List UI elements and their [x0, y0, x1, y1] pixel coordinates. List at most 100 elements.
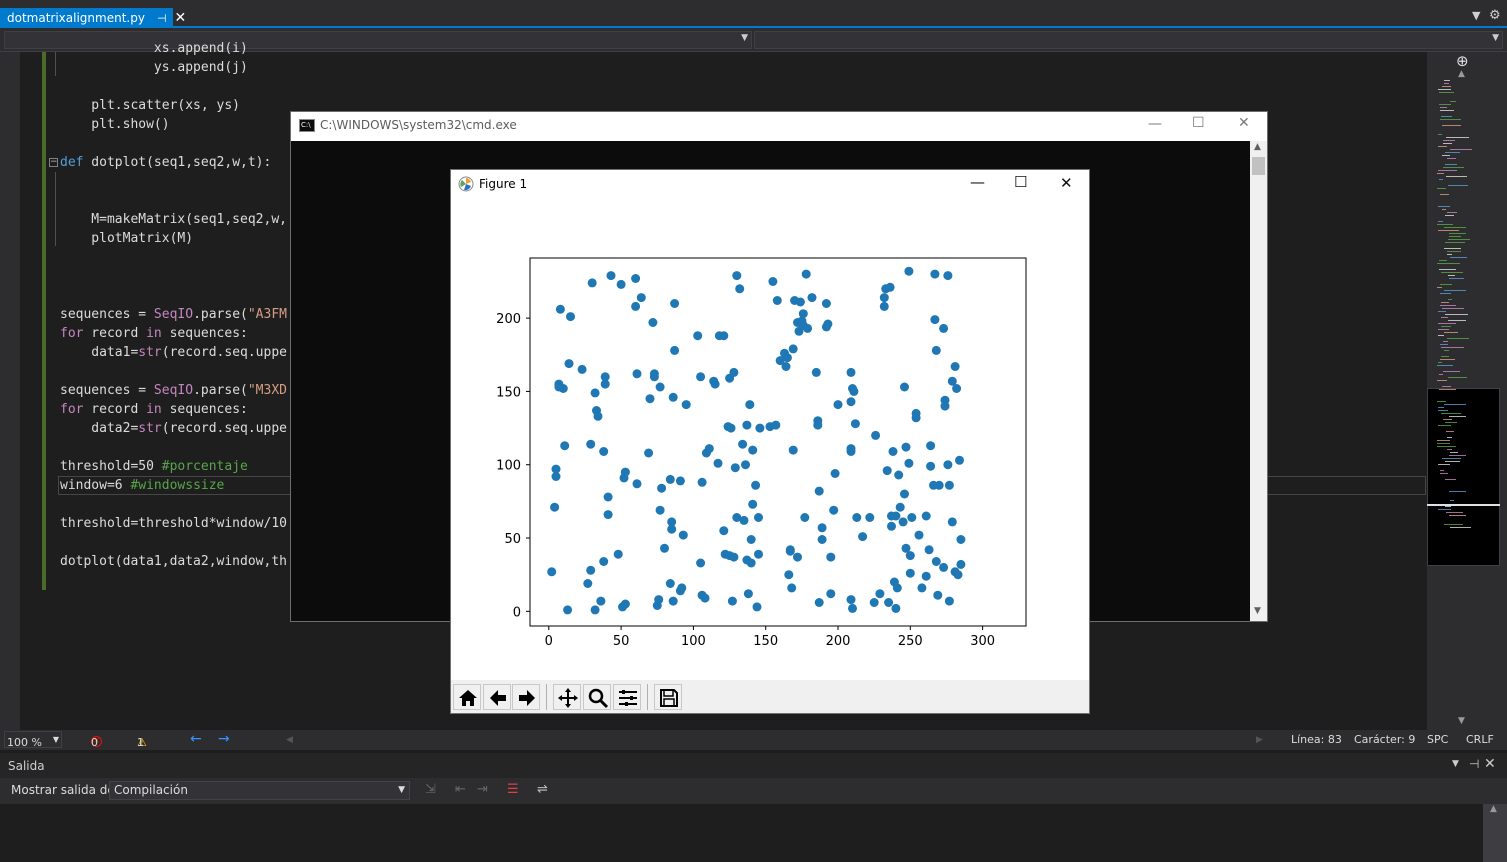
pin-icon[interactable]: ⊣ — [156, 11, 167, 25]
word-wrap-icon[interactable]: ⇌ — [537, 782, 548, 797]
minimize-icon[interactable]: — — [1148, 116, 1162, 132]
maximize-icon[interactable]: ☐ — [1014, 173, 1028, 191]
configure-subplots-button[interactable] — [613, 684, 641, 710]
clear-all-icon[interactable]: ☰ — [507, 782, 519, 797]
pan-button[interactable] — [553, 684, 581, 710]
code-line: window=6 #windowssize — [60, 478, 225, 493]
data-point — [645, 394, 655, 404]
char-indicator[interactable]: Carácter: 9 — [1354, 733, 1416, 746]
split-handle-icon[interactable]: ⊕ — [1456, 52, 1469, 70]
collapse-icon[interactable]: − — [49, 157, 58, 167]
close-icon[interactable]: ✕ — [1484, 756, 1496, 772]
tab-dotmatrixalignment[interactable]: dotmatrixalignment.py ⊣ ✕ — [0, 8, 186, 28]
data-point — [675, 476, 685, 486]
minimize-icon[interactable]: — — [970, 173, 985, 191]
data-point — [944, 480, 954, 490]
x-tick-label: 0 — [545, 634, 553, 649]
data-point — [950, 362, 960, 371]
minimap-line — [1447, 158, 1456, 159]
minimap-line — [1439, 389, 1456, 390]
close-icon[interactable]: ✕ — [1238, 115, 1250, 131]
home-button[interactable] — [453, 684, 481, 710]
tab-list-dropdown-icon[interactable]: ▼ — [1472, 9, 1481, 22]
hscroll-right-icon[interactable]: ▶ — [1256, 735, 1263, 745]
whitespace-indicator[interactable]: SPC — [1427, 733, 1449, 746]
code-line: sequences = SeqIO.parse("M3XD — [60, 383, 287, 398]
close-icon[interactable]: ✕ — [174, 10, 187, 26]
cmd-scroll-thumb[interactable] — [1252, 157, 1265, 175]
document-tab-strip: dotmatrixalignment.py ⊣ ✕ ▼ ⚙ — [0, 0, 1507, 28]
close-icon[interactable]: ✕ — [1060, 174, 1073, 192]
data-point — [781, 362, 791, 371]
scroll-down-icon[interactable]: ▼ — [1254, 606, 1261, 616]
data-point — [577, 364, 587, 374]
data-point — [907, 513, 917, 522]
data-point — [727, 596, 737, 606]
scope-dropdown[interactable]: ▼ — [4, 31, 752, 49]
minimap-line — [1439, 92, 1454, 93]
data-point — [739, 515, 749, 525]
minimap-line — [1443, 371, 1460, 372]
output-text-area[interactable] — [0, 804, 1507, 862]
data-point — [748, 499, 758, 509]
data-point — [738, 439, 748, 449]
minimap-line — [1441, 326, 1451, 327]
minimap-line — [1438, 206, 1450, 207]
member-dropdown[interactable]: ▼ — [754, 31, 1503, 49]
panel-menu-icon[interactable]: ▼ — [1452, 759, 1459, 769]
data-point — [748, 445, 758, 455]
data-point — [846, 367, 856, 377]
data-point — [667, 517, 677, 527]
back-button[interactable] — [483, 684, 511, 710]
line-indicator[interactable]: Línea: 83 — [1291, 733, 1342, 746]
maximize-icon[interactable]: ☐ — [1192, 115, 1205, 131]
data-point — [754, 513, 763, 522]
zoom-dropdown[interactable]: 100 % ▼ — [4, 731, 62, 749]
previous-message-icon[interactable]: ⇤ — [455, 782, 466, 797]
minimap-line — [1445, 152, 1460, 153]
minimap-viewport[interactable] — [1427, 388, 1500, 566]
data-point — [879, 301, 889, 311]
chevron-down-icon: ▼ — [52, 735, 59, 744]
minimap[interactable] — [1437, 80, 1501, 720]
editor-left-margin — [0, 52, 20, 730]
minimap-line — [1444, 290, 1466, 291]
minimap-line — [1449, 416, 1466, 417]
data-point — [798, 309, 808, 319]
pin-icon[interactable]: ⊣ — [1469, 757, 1480, 771]
code-line: xs.append(i) — [60, 41, 248, 56]
minimap-line — [1449, 491, 1466, 492]
y-tick-label: 200 — [496, 312, 521, 327]
output-source-select[interactable]: Compilación ▼ — [109, 781, 410, 800]
code-line: threshold=threshold*window/10 — [60, 516, 287, 531]
data-point — [704, 444, 714, 454]
cmd-scrollbar[interactable]: ▲ ▼ — [1250, 141, 1267, 621]
error-icon: ✕ — [91, 736, 102, 747]
minimap-line — [1442, 86, 1451, 87]
data-point — [875, 589, 885, 599]
go-to-location-icon[interactable]: ⇲ — [425, 782, 436, 797]
navigate-forward-icon[interactable]: → — [218, 731, 230, 747]
data-point — [807, 293, 817, 303]
save-button[interactable] — [654, 684, 682, 710]
data-point — [891, 511, 901, 521]
cmd-title-bar[interactable] — [291, 112, 1267, 141]
scroll-up-icon[interactable]: ▲ — [1254, 142, 1261, 152]
data-point — [755, 423, 765, 433]
scroll-up-icon[interactable]: ▲ — [1490, 804, 1497, 814]
data-point — [620, 467, 630, 477]
navigate-backward-icon[interactable]: ← — [190, 731, 202, 747]
minimap-line — [1437, 287, 1442, 288]
scroll-up-icon[interactable]: ▲ — [1458, 69, 1465, 79]
next-message-icon[interactable]: ⇥ — [477, 782, 488, 797]
data-point — [849, 386, 859, 396]
hscroll-left-icon[interactable]: ◀ — [286, 735, 293, 745]
output-scrollbar[interactable]: ▲ — [1483, 804, 1507, 862]
gear-icon[interactable]: ⚙ — [1489, 8, 1501, 23]
zoom-button[interactable] — [583, 684, 611, 710]
line-ending-indicator[interactable]: CRLF — [1466, 733, 1494, 746]
y-tick-label: 150 — [496, 385, 521, 400]
scroll-down-icon[interactable]: ▼ — [1458, 716, 1465, 726]
tab-label: dotmatrixalignment.py — [7, 11, 145, 25]
forward-button[interactable] — [512, 684, 540, 710]
